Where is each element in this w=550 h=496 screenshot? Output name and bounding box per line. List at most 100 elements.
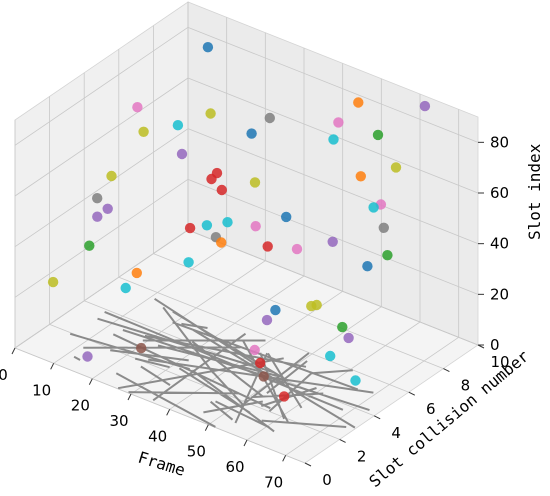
grid-line (285, 337, 459, 456)
grid-line (187, 26, 479, 143)
grid-line (14, 128, 189, 247)
data-point (205, 108, 216, 119)
data-point (264, 112, 275, 124)
x-tick (166, 409, 171, 416)
data-point (136, 342, 147, 354)
data-point (216, 184, 227, 196)
data-point (337, 321, 348, 333)
data-point (131, 267, 142, 279)
data-point (92, 193, 103, 204)
data-point (261, 314, 273, 326)
data-point (368, 202, 379, 213)
data-point (202, 42, 214, 53)
data-point (378, 222, 389, 233)
grid-line (187, 128, 479, 245)
data-point (270, 304, 281, 316)
data-point (362, 261, 373, 272)
y-tick-label: 8 (461, 377, 471, 395)
y-tick (408, 391, 416, 396)
grid-line (130, 275, 305, 395)
data-point (250, 221, 261, 232)
x-tick (50, 363, 55, 370)
grid-line (14, 77, 189, 197)
data-point (138, 126, 149, 137)
data-point (82, 351, 93, 362)
data-point (172, 120, 184, 131)
y-tick-label: 2 (357, 447, 367, 465)
y-tick-label: 10 (490, 353, 509, 371)
y-tick-label: 4 (391, 424, 401, 442)
grid-line (14, 27, 189, 146)
data-point (47, 276, 59, 288)
grid-line (92, 260, 266, 379)
x-tick (243, 439, 248, 447)
data-point (350, 375, 361, 386)
y-tick (339, 438, 346, 443)
data-point (291, 243, 303, 255)
x-tick (11, 347, 16, 355)
data-point (281, 211, 292, 223)
grid-line (14, 229, 189, 349)
grid-line (49, 324, 340, 440)
grid-line (53, 245, 227, 364)
x-tick-label: 10 (32, 381, 51, 399)
data-point (176, 148, 188, 160)
z-axis-label: Slot index (525, 143, 544, 240)
data-point (216, 237, 227, 248)
x-axis-label: Frame (136, 448, 188, 480)
data-point (372, 129, 384, 141)
data-point (327, 236, 338, 247)
data-point (183, 257, 194, 268)
grid-line (14, 347, 306, 464)
grid-line (14, 179, 189, 298)
grid-line (118, 276, 409, 393)
x-tick-label: 0 (0, 366, 8, 384)
data-point (246, 128, 257, 139)
y-tick-label: 6 (426, 400, 436, 418)
data-point (306, 300, 317, 312)
data-point (201, 220, 213, 231)
y-tick (443, 368, 450, 373)
data-point (120, 282, 131, 294)
trajectory-path (69, 297, 374, 433)
x-tick-label: 40 (148, 427, 167, 445)
x-tick (282, 455, 287, 462)
z-tick-label: 80 (490, 133, 509, 151)
y-tick-label: 0 (322, 471, 332, 489)
data-point (419, 100, 431, 112)
data-point (184, 222, 196, 234)
trajectory-lines (69, 297, 374, 433)
data-point (249, 177, 261, 188)
data-point (382, 250, 393, 261)
grid-line (187, 229, 479, 346)
grid-line (153, 253, 444, 369)
x-tick-label: 50 (187, 443, 206, 461)
data-point (102, 203, 113, 214)
x-tick-label: 60 (225, 458, 244, 476)
z-tick-label: 0 (490, 336, 500, 354)
data-point (258, 371, 269, 382)
data-point (328, 134, 339, 145)
x-tick-label: 30 (109, 412, 128, 430)
data-point (325, 350, 336, 362)
scatter-points (47, 42, 431, 402)
data-point (262, 241, 273, 252)
x-tick (204, 424, 209, 431)
z-tick-label: 60 (490, 184, 509, 202)
data-point (278, 391, 290, 402)
grid-lines (14, 2, 479, 464)
data-point (211, 167, 223, 179)
y-tick (373, 415, 381, 420)
data-point (255, 357, 266, 369)
x-tick-label: 20 (71, 397, 90, 415)
z-tick-label: 20 (490, 285, 509, 303)
data-point (84, 240, 95, 251)
z-tick-label: 40 (490, 235, 509, 253)
data-point (106, 170, 117, 182)
data-point (333, 117, 344, 128)
data-point (355, 171, 366, 182)
data-point (343, 332, 354, 344)
